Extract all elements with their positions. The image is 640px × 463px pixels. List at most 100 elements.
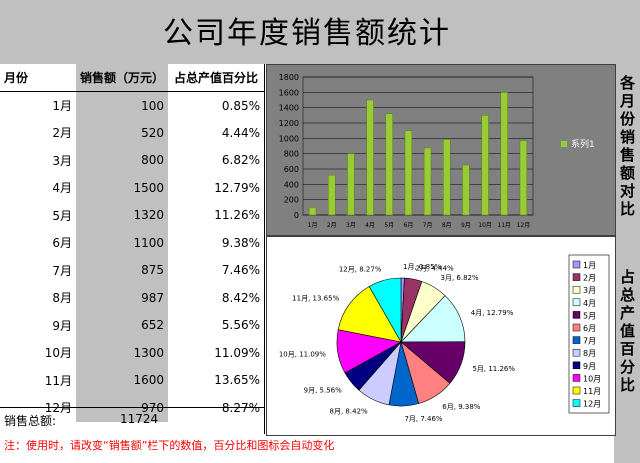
- legend-swatch: [572, 273, 581, 281]
- pie-data-label: 10月, 11.09%: [279, 351, 326, 359]
- pie-slice: [337, 286, 402, 343]
- x-tick-label: 3月: [346, 222, 356, 229]
- bar-chart-panel[interactable]: 0 200 400 600 800 1000 1200 1400 1600 1800 1月 2月 3月 4…: [266, 64, 616, 236]
- month-cell: 2月: [52, 126, 72, 141]
- month-cell: 4月: [52, 181, 72, 196]
- bar: [481, 115, 489, 216]
- table-row: 2月 520 4.44%: [0, 119, 264, 147]
- y-tick-label: 0: [294, 211, 299, 220]
- sales-cell[interactable]: 1500: [76, 174, 168, 202]
- legend-swatch: [572, 348, 581, 357]
- table-row: 4月 1500 12.79%: [0, 174, 264, 202]
- legend-swatch: [572, 298, 581, 307]
- pct-cell: 12.79%: [214, 180, 260, 195]
- month-cell: 9月: [52, 318, 72, 333]
- bar: [500, 92, 508, 216]
- pie-data-label: 4月, 12.79%: [471, 309, 514, 317]
- x-tick-label: 10月: [478, 222, 492, 229]
- pie-data-label: 6月, 9.38%: [442, 403, 480, 411]
- sales-cell[interactable]: 652: [76, 311, 168, 339]
- bar: [347, 153, 355, 216]
- total-value[interactable]: 11724: [120, 412, 159, 426]
- x-tick-label: 4月: [365, 222, 375, 229]
- page-title: 公司年度销售额统计: [163, 16, 451, 51]
- sales-cell[interactable]: 800: [76, 146, 168, 174]
- bar-chart[interactable]: 0 200 400 600 800 1000 1200 1400 1600 1800 1月 2月 3月 4…: [267, 65, 615, 235]
- legend-swatch: [561, 141, 567, 147]
- pie-data-label: 8月, 8.42%: [330, 407, 368, 415]
- title-bar: [0, 0, 640, 64]
- month-cell: 12月: [44, 401, 72, 416]
- bar: [308, 207, 317, 216]
- legend-label: 11月: [583, 387, 601, 396]
- bar: [423, 147, 432, 216]
- sales-cell[interactable]: 1320: [76, 201, 168, 229]
- pct-cell: 9.38%: [221, 235, 260, 250]
- usage-note: 注：使用时，请改变“销售额”栏下的数值，百分比和图标会自动变化: [4, 439, 335, 452]
- legend-swatch: [572, 361, 581, 370]
- bar: [366, 99, 374, 216]
- month-cell: 11月: [44, 373, 72, 388]
- pie-data-label: 11月, 13.65%: [292, 295, 339, 303]
- pct-cell: 6.82%: [221, 153, 260, 168]
- sales-cell[interactable]: 1600: [76, 366, 168, 394]
- legend-swatch: [572, 374, 581, 382]
- pie-data-label: 2月, 4.44%: [416, 264, 454, 272]
- legend-label: 3月: [583, 286, 596, 295]
- month-cell: 8月: [52, 291, 72, 306]
- table-row: 1月 100 0.85%: [0, 91, 264, 119]
- legend-label: 6月: [583, 324, 596, 333]
- x-tick-label: 8月: [442, 222, 452, 229]
- legend-swatch: [572, 285, 581, 294]
- pct-cell: 5.56%: [221, 318, 260, 333]
- bar: [443, 139, 451, 216]
- table-row: 10月 1300 11.09%: [0, 339, 264, 367]
- legend-label: 4月: [583, 299, 596, 308]
- x-tick-label: 1月: [308, 222, 318, 229]
- header-month: 月份: [0, 64, 76, 92]
- sales-cell[interactable]: 1300: [76, 339, 168, 367]
- right-margin: [614, 0, 640, 463]
- table-row: 3月 800 6.82%: [0, 146, 264, 174]
- divider: [264, 64, 265, 434]
- legend-swatch: [572, 311, 581, 319]
- pct-cell: 11.09%: [214, 345, 260, 360]
- pct-cell: 7.46%: [221, 263, 260, 278]
- pie-slice: [368, 277, 402, 344]
- y-tick-label: 1400: [279, 104, 299, 113]
- pie-data-label: 7月, 7.46%: [404, 415, 442, 423]
- pie-chart-panel[interactable]: 1月, 0.85% 2月, 4.44% 3月, 6.82% 4月, 12.79% 5月,…: [266, 236, 616, 436]
- sales-cell[interactable]: 987: [76, 284, 168, 312]
- pie-side-label: 占总产值百分比: [615, 268, 640, 394]
- y-tick-label: 1200: [279, 119, 299, 128]
- x-tick-label: 12月: [517, 222, 531, 229]
- month-cell: 7月: [52, 263, 72, 278]
- legend-swatch: [572, 336, 581, 344]
- sales-table: 月份 销售额（万元） 占总产值百分比 1月 100 0.85% 2月 520 4.44% 3…: [0, 64, 264, 422]
- bar: [328, 174, 336, 216]
- x-tick-label: 11月: [497, 222, 511, 229]
- pct-cell: 11.26%: [214, 208, 260, 223]
- legend-label: 9月: [583, 362, 596, 371]
- sales-cell[interactable]: 520: [76, 119, 168, 147]
- header-sales: 销售额（万元）: [76, 64, 168, 92]
- table-row: 7月 875 7.46%: [0, 256, 264, 284]
- pie-chart[interactable]: 1月, 0.85%2月, 4.44% 3月, 6.82% 4月, 12.79% 5月,…: [267, 237, 615, 435]
- legend-swatch: [572, 399, 581, 407]
- legend-label: 1月: [583, 261, 596, 270]
- plot-area: [302, 76, 534, 216]
- sales-cell[interactable]: 100: [76, 91, 168, 119]
- pie-data-label: 1月, 0.85%: [403, 263, 441, 271]
- bar-side-label-text: 各月份销售额对比: [619, 74, 635, 218]
- sales-cell[interactable]: 875: [76, 256, 168, 284]
- month-cell: 1月: [52, 99, 72, 113]
- y-tick-label: 1800: [279, 73, 299, 82]
- sales-cell[interactable]: 1100: [76, 229, 168, 257]
- pie-side-label-text: 占总产值百分比: [619, 268, 635, 394]
- legend-label: 8月: [583, 349, 596, 358]
- pie-legend: [568, 254, 610, 414]
- legend-label: 7月: [583, 337, 596, 346]
- y-tick-label: 400: [284, 180, 299, 189]
- bar-side-label: 各月份销售额对比: [615, 74, 640, 218]
- total-label: 销售总额:: [4, 414, 57, 428]
